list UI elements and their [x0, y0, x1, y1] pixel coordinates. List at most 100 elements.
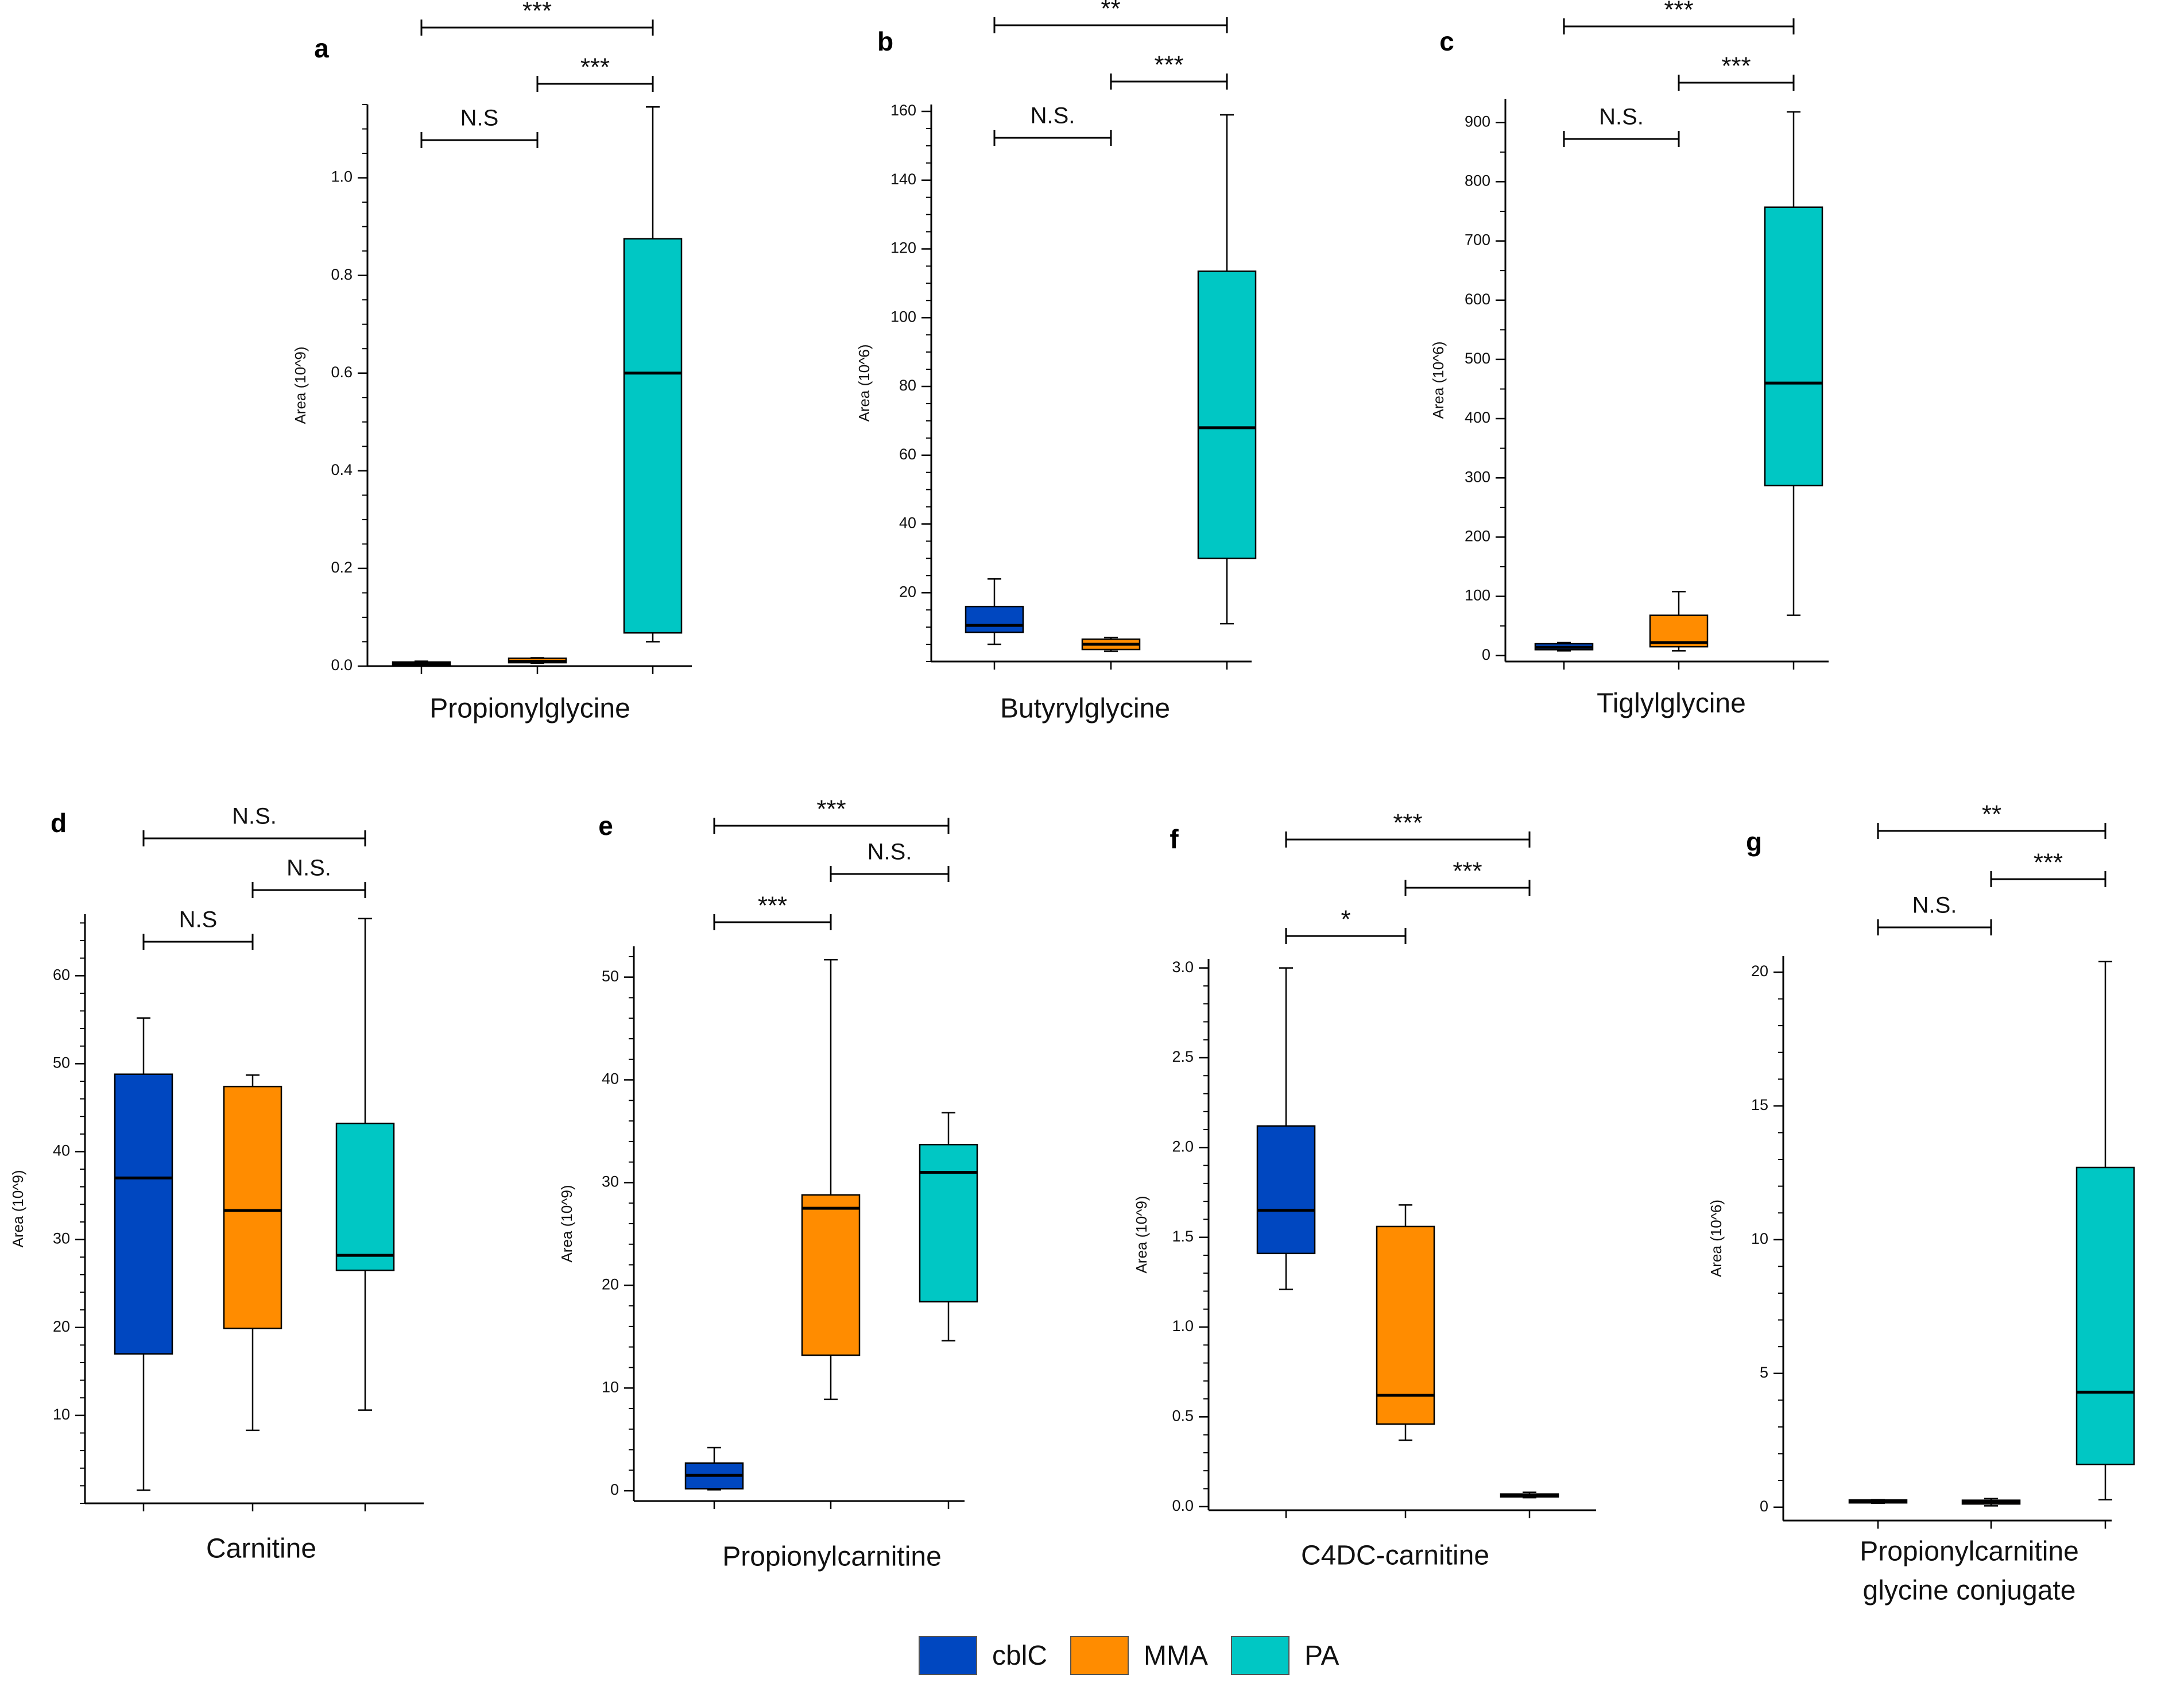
y-tick-label: 100: [890, 308, 916, 325]
panel-c: c 0 100 200 300 400 500 600 700 800 900 Area (10^6)…: [1430, 0, 1829, 719]
panel-letter: g: [1746, 827, 1762, 857]
x-axis-title: Butyrylglycine: [1000, 694, 1170, 724]
y-tick-label: 0: [610, 1481, 619, 1498]
box-mma: [801, 1194, 861, 1356]
y-tick-label: 120: [890, 239, 916, 257]
y-tick-label: 2.0: [1172, 1138, 1194, 1155]
significance-label: ***: [1393, 809, 1422, 837]
y-tick-label: 300: [1465, 468, 1490, 485]
significance-label: N.S.: [1912, 893, 1957, 918]
y-tick-label: 2.5: [1172, 1048, 1194, 1065]
y-axis-title: Area (10^6): [1430, 341, 1447, 419]
y-tick-label: 0: [1482, 646, 1490, 663]
legend-item-mma: MMA: [1070, 1636, 1208, 1675]
y-tick-label: 5: [1760, 1364, 1768, 1381]
y-tick-label: 900: [1465, 113, 1490, 130]
legend-label-pa: PA: [1304, 1640, 1339, 1671]
x-axis-title: Propionylcarnitine: [722, 1542, 942, 1572]
y-tick-label: 0.0: [331, 656, 353, 674]
y-tick-label: 1.5: [1172, 1228, 1194, 1245]
y-tick-label: 800: [1465, 172, 1490, 189]
x-axis-title: Propionylcarnitine: [1860, 1537, 2079, 1567]
y-tick-label: 50: [602, 968, 619, 985]
significance-label: N.S.: [232, 804, 277, 829]
significance-label: ***: [522, 0, 552, 25]
legend-swatch-mma: [1070, 1636, 1129, 1675]
x-axis-title: Propionylglycine: [429, 694, 630, 724]
panel-letter: c: [1439, 26, 1454, 56]
y-tick-label: 60: [53, 966, 70, 983]
significance-label: N.S.: [286, 856, 331, 881]
significance-label: N.S: [460, 106, 499, 131]
significance-label: N.S.: [1599, 105, 1644, 130]
panel-letter: b: [877, 26, 893, 56]
y-tick-label: 0: [1760, 1498, 1768, 1515]
x-axis-title: C4DC-carnitine: [1301, 1541, 1489, 1571]
y-tick-label: 40: [899, 515, 916, 532]
box-pa: [335, 1123, 395, 1271]
y-tick-label: 400: [1465, 409, 1490, 426]
y-tick-label: 0.2: [331, 559, 353, 576]
y-tick-label: 30: [53, 1230, 70, 1247]
box-pa: [919, 1144, 978, 1303]
y-tick-label: 0.4: [331, 461, 353, 478]
panel-g: g 0 5 10 15 20 Area (10^6) Propionylcarnitine gl…: [1707, 800, 2135, 1606]
y-tick-label: 20: [899, 583, 916, 600]
y-tick-label: 0.8: [331, 266, 353, 283]
legend-swatch-pa: [1231, 1636, 1290, 1675]
significance-label: ***: [2034, 849, 2063, 877]
significance-label: ***: [1721, 52, 1751, 80]
panel-b: b 20 40 60 80 100 120 140 160 Area (10^6) Butyrylg…: [855, 0, 1257, 724]
y-tick-label: 140: [890, 171, 916, 188]
panel-d: d 10 20 30 40 50 60 Area (10^9) Carnitine N.S N.S.…: [9, 804, 424, 1564]
panel-a: a 0.0 0.2 0.4 0.6 0.8 1.0 Area (10^9) Propionylg…: [292, 0, 692, 724]
y-tick-label: 80: [899, 377, 916, 394]
significance-label: N.S: [179, 907, 218, 933]
panel-letter: f: [1170, 824, 1179, 854]
y-tick-label: 10: [602, 1378, 619, 1395]
x-axis-title: glycine conjugate: [1863, 1576, 2076, 1606]
y-tick-label: 20: [1751, 962, 1768, 980]
y-tick-label: 600: [1465, 291, 1490, 308]
significance-label: ***: [758, 892, 787, 920]
significance-label: ***: [1664, 0, 1693, 24]
box-pa: [1197, 270, 1257, 559]
y-axis-title: Area (10^6): [855, 344, 873, 421]
y-axis-title: Area (10^9): [558, 1185, 575, 1262]
y-axis-title: Area (10^9): [1133, 1196, 1150, 1273]
y-tick-label: 40: [53, 1142, 70, 1159]
x-axis-title: Tiglylglycine: [1597, 689, 1746, 719]
significance-label: ***: [816, 795, 846, 823]
y-tick-label: 0.6: [331, 363, 353, 381]
y-tick-label: 200: [1465, 527, 1490, 544]
significance-label: *: [1341, 906, 1350, 934]
panel-letter: a: [314, 33, 329, 63]
y-tick-label: 20: [53, 1318, 70, 1335]
y-tick-label: 100: [1465, 587, 1490, 604]
y-tick-label: 40: [602, 1070, 619, 1088]
box-pa: [623, 238, 683, 634]
panel-letter: d: [51, 808, 67, 838]
significance-label: N.S.: [868, 840, 912, 865]
y-tick-label: 160: [890, 102, 916, 119]
significance-label: ***: [1453, 857, 1482, 885]
y-tick-label: 3.0: [1172, 958, 1194, 976]
y-tick-label: 500: [1465, 350, 1490, 367]
y-axis-title: Area (10^6): [1707, 1200, 1725, 1277]
y-tick-label: 60: [899, 446, 916, 463]
legend-label-mma: MMA: [1144, 1640, 1209, 1671]
legend-item-pa: PA: [1231, 1636, 1339, 1675]
y-tick-label: 0.0: [1172, 1497, 1194, 1514]
y-tick-label: 10: [53, 1406, 70, 1423]
y-tick-label: 50: [53, 1054, 70, 1071]
significance-label: **: [1982, 800, 2001, 829]
box-pa: [1764, 206, 1823, 486]
y-tick-label: 15: [1751, 1096, 1768, 1113]
y-tick-label: 700: [1465, 231, 1490, 249]
significance-label: ***: [580, 53, 610, 82]
significance-label: **: [1101, 0, 1120, 23]
box-mma: [223, 1085, 282, 1329]
significance-label: N.S.: [1031, 103, 1075, 129]
y-tick-label: 30: [602, 1173, 619, 1190]
